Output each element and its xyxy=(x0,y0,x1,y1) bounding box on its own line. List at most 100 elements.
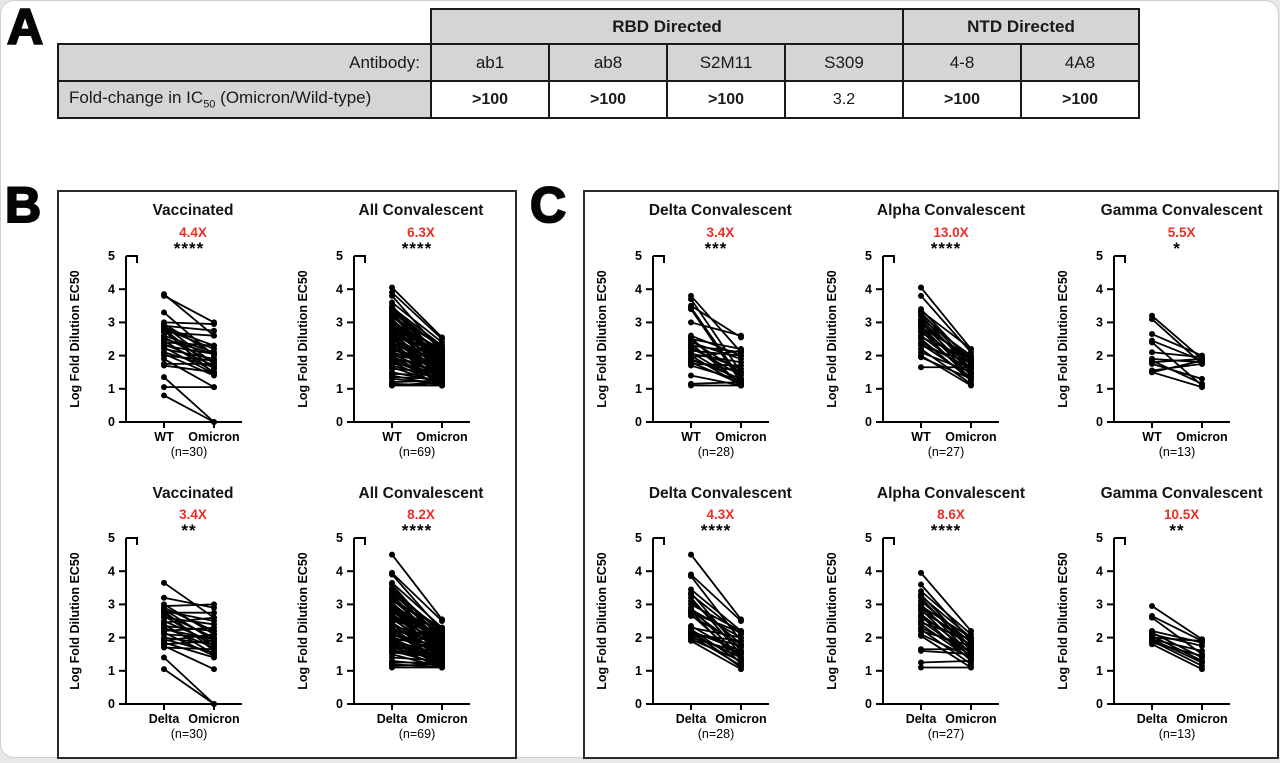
x-category-label: Omicron xyxy=(715,430,766,444)
paired-line-chart: * 0 1 2 3 4 5 WT Omicron(n=13) Log Fold Dilution … xyxy=(1056,240,1231,459)
antibody-name: 4A8 xyxy=(1020,43,1140,82)
significance-stars: ** xyxy=(1170,522,1185,540)
fold-change-value: 5.5X xyxy=(1167,224,1196,240)
x-category-label: Delta xyxy=(906,712,938,726)
panel-c-plots: Delta Convalescent 3.4X *** 0 1 2 3 4 5 WT Omicron… xyxy=(585,192,1277,757)
y-tick-label: 4 xyxy=(1096,564,1103,578)
y-tick-label: 4 xyxy=(635,564,642,578)
x-category-label: WT xyxy=(912,430,932,444)
subplot-c-4: Delta Convalescent 3.4X *** 0 1 2 3 4 5 WT Omicron… xyxy=(593,192,808,475)
sample-size-label: (n=69) xyxy=(398,727,434,741)
fold-change-value: 13.0X xyxy=(933,224,969,240)
y-tick-label: 0 xyxy=(108,415,115,429)
y-tick-label: 5 xyxy=(108,531,115,545)
y-tick-label: 1 xyxy=(336,382,343,396)
fold-change-value: 8.6X xyxy=(937,507,965,523)
y-tick-label: 2 xyxy=(1096,631,1103,645)
y-axis-label: Log Fold Dilution EC50 xyxy=(68,270,82,408)
significance-stars: * xyxy=(1173,240,1181,258)
significance-stars: **** xyxy=(401,240,431,258)
y-tick-label: 4 xyxy=(1096,282,1103,296)
subplot-c-8: Alpha Convalescent 8.6X **** 0 1 2 3 4 5 Delta Omi… xyxy=(823,475,1038,758)
x-category-label: Omicron xyxy=(946,430,997,444)
plot-title: Alpha Convalescent xyxy=(876,202,1026,219)
subplot-b-0: Vaccinated 4.4X **** 0 1 2 3 4 5 WT Omicron (n=30) L… xyxy=(66,192,281,475)
fold-value: >100 xyxy=(430,80,550,119)
y-tick-label: 4 xyxy=(336,564,343,578)
y-tick-label: 2 xyxy=(108,348,115,362)
subplot-c-9: Gamma Convalescent 10.5X ** 0 1 2 3 4 5 Delta Omic… xyxy=(1054,475,1269,758)
paired-line-chart: **** 0 1 2 3 4 5 Delta Omicron(n=27) Log Fold Dil… xyxy=(825,522,1000,741)
plot-title: Vaccinated xyxy=(152,484,234,502)
y-tick-label: 2 xyxy=(336,631,343,645)
significance-stars: *** xyxy=(704,240,727,258)
paired-line-chart: ** 0 1 2 3 4 5 Delta Omicron(n=30) Log Fold Dilut… xyxy=(68,522,242,741)
y-tick-label: 5 xyxy=(336,249,343,263)
x-category-label: WT xyxy=(382,430,402,444)
x-category-label: WT xyxy=(681,430,701,444)
foldchange-label-sub: 50 xyxy=(203,98,216,111)
fold-change-value: 4.4X xyxy=(179,224,207,240)
sample-size-label: (n=13) xyxy=(1159,727,1195,741)
subplot-c-5: Alpha Convalescent 13.0X **** 0 1 2 3 4 5 WT Omicr… xyxy=(823,192,1038,475)
plot-title: All Convalescent xyxy=(358,484,484,502)
panel-c-label: C xyxy=(529,177,567,233)
y-axis-label: Log Fold Dilution EC50 xyxy=(296,552,310,690)
significance-stars: **** xyxy=(701,522,731,540)
sample-size-label: (n=69) xyxy=(398,445,434,459)
table-row-label-foldchange: Fold-change in IC50 (Omicron/Wild-type) xyxy=(57,80,432,119)
y-tick-label: 3 xyxy=(108,315,115,329)
y-tick-label: 3 xyxy=(1096,315,1103,329)
y-tick-label: 3 xyxy=(866,315,873,329)
sample-size-label: (n=13) xyxy=(1159,445,1195,459)
y-tick-label: 0 xyxy=(108,697,115,711)
plot-title: All Convalescent xyxy=(358,202,484,219)
y-axis-label: Log Fold Dilution EC50 xyxy=(1056,270,1070,408)
fold-change-value: 10.5X xyxy=(1164,507,1200,523)
y-tick-label: 2 xyxy=(336,348,343,362)
paired-line-chart: **** 0 1 2 3 4 5 Delta Omicron(n=69) Log Fold Dil… xyxy=(296,522,470,741)
y-tick-label: 3 xyxy=(336,598,343,612)
fold-change-value: 8.2X xyxy=(407,507,435,523)
foldchange-label-prefix: Fold-change in IC xyxy=(69,88,204,108)
significance-stars: **** xyxy=(931,240,961,258)
x-category-label: Omicron xyxy=(416,430,467,444)
sample-size-label: (n=30) xyxy=(170,445,206,459)
y-axis-label: Log Fold Dilution EC50 xyxy=(68,552,82,690)
x-category-label: Omicron xyxy=(1176,712,1227,726)
x-category-label: Omicron xyxy=(188,712,239,726)
plot-title: Gamma Convalescent xyxy=(1100,484,1263,502)
x-category-label: Omicron xyxy=(1176,430,1227,444)
panel-b-plots: Vaccinated 4.4X **** 0 1 2 3 4 5 WT Omicron (n=30) L… xyxy=(59,192,515,757)
y-tick-label: 1 xyxy=(635,382,642,396)
paired-line-chart: **** 0 1 2 3 4 5 WT Omicron(n=69) Log Fold Diluti… xyxy=(296,240,470,459)
y-tick-label: 5 xyxy=(635,249,642,263)
y-tick-label: 5 xyxy=(108,249,115,263)
y-tick-label: 5 xyxy=(1096,531,1103,545)
y-tick-label: 1 xyxy=(1096,382,1103,396)
significance-stars: **** xyxy=(931,522,961,540)
table-row-label-antibody: Antibody: xyxy=(57,43,432,82)
subplot-c-6: Gamma Convalescent 5.5X * 0 1 2 3 4 5 WT Omicron (n… xyxy=(1054,192,1269,475)
y-tick-label: 4 xyxy=(866,282,873,296)
y-tick-label: 3 xyxy=(635,315,642,329)
panel-a-label: A xyxy=(6,0,44,55)
y-tick-label: 0 xyxy=(1096,415,1103,429)
x-category-label: WT xyxy=(1142,430,1162,444)
antibody-name: 4-8 xyxy=(902,43,1022,82)
y-tick-label: 5 xyxy=(635,531,642,545)
y-axis-label: Log Fold Dilution EC50 xyxy=(595,270,609,408)
y-tick-label: 3 xyxy=(1096,598,1103,612)
y-tick-label: 2 xyxy=(866,631,873,645)
paired-line-chart: *** 0 1 2 3 4 5 WT Omicron(n=28) Log Fold Dilutio… xyxy=(595,240,769,459)
plot-title: Gamma Convalescent xyxy=(1100,202,1263,219)
x-category-label: Omicron xyxy=(416,712,467,726)
fold-value: 3.2 xyxy=(784,80,904,119)
y-axis-label: Log Fold Dilution EC50 xyxy=(1056,552,1070,690)
antibody-table: RBD Directed NTD Directed Antibody: ab1 … xyxy=(57,8,1140,119)
fold-change-value: 4.3X xyxy=(706,507,735,523)
y-tick-label: 5 xyxy=(1096,249,1103,263)
antibody-name: S309 xyxy=(784,43,904,82)
table-group-header-ntd: NTD Directed xyxy=(902,8,1140,45)
x-category-label: Omicron xyxy=(715,712,766,726)
